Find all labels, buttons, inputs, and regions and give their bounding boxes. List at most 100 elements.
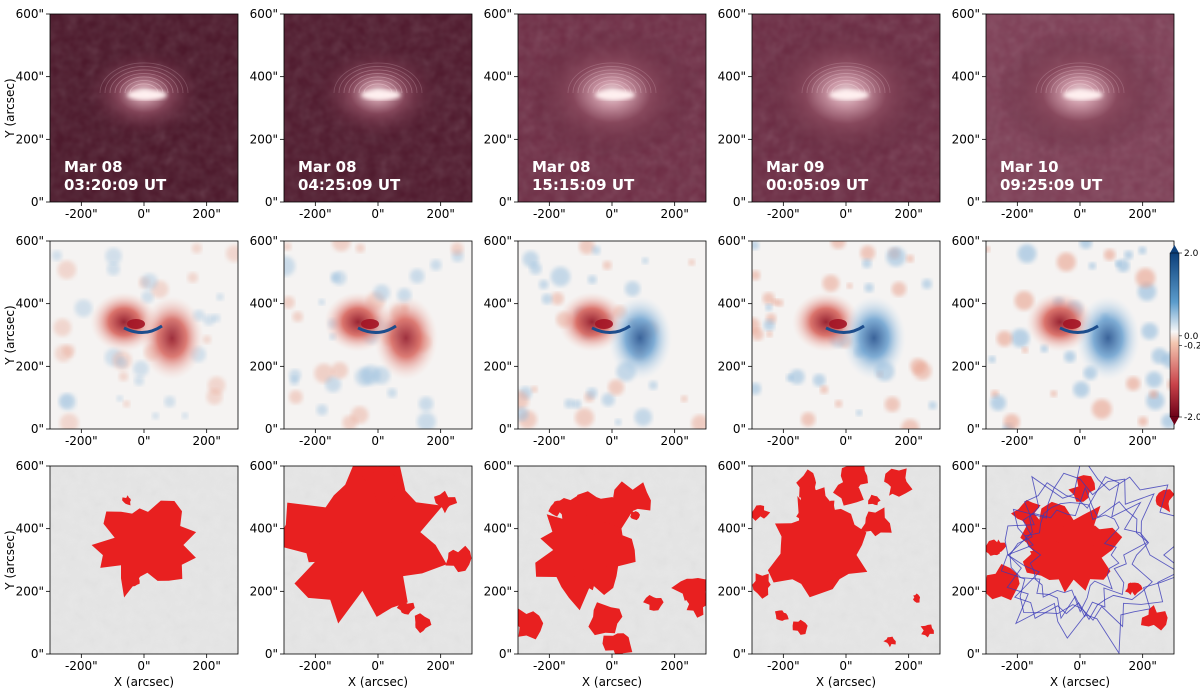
- ratio-speckle: [901, 419, 920, 429]
- ratio-speckle: [538, 279, 549, 290]
- ratio-speckle: [688, 258, 696, 266]
- ratio-speckle: [202, 335, 212, 344]
- y-tick-label: 200": [952, 584, 980, 598]
- ratio-speckle: [1126, 376, 1141, 391]
- x-tick-label: -200": [65, 434, 98, 448]
- y-tick-label: 200": [250, 584, 278, 598]
- euv-loop: [587, 76, 637, 93]
- x-tick-label: 0": [137, 207, 150, 221]
- euv-loop: [114, 73, 174, 93]
- mask-main-region: [1020, 501, 1123, 593]
- ratio-speckle: [187, 272, 199, 283]
- euv-loop: [806, 66, 886, 93]
- ratio-speckle: [292, 311, 304, 323]
- panel-r2-c2: [283, 240, 473, 430]
- ratio-dark-core: [829, 318, 847, 329]
- ratio-speckle: [54, 344, 73, 362]
- ratio-speckle: [765, 303, 773, 311]
- panel-time-label: 15:15:09 UT: [532, 176, 635, 194]
- ratio-speckle: [884, 396, 900, 412]
- mask-small-region: [574, 567, 597, 591]
- mask-small-region: [306, 531, 345, 567]
- mask-small-region: [792, 619, 808, 635]
- x-tick-label: 0": [605, 434, 618, 448]
- x-tick-label: 0": [839, 207, 852, 221]
- ratio-speckle: [106, 262, 120, 276]
- x-tick-label: 200": [894, 434, 922, 448]
- ratio-speckle: [74, 299, 93, 317]
- x-tick-label: 200": [894, 659, 922, 673]
- ratio-speckle: [355, 367, 374, 386]
- mask-small-region: [920, 624, 934, 638]
- ratio-speckle: [387, 388, 397, 398]
- panel-date-label: Mar 08: [298, 158, 357, 176]
- mask-small-region: [1068, 475, 1096, 502]
- colorbar-tick-label: -2.0: [1184, 413, 1200, 423]
- ratio-speckle: [518, 390, 529, 410]
- ratio-blue-channel: [123, 324, 163, 334]
- panel-r1-c1: [49, 13, 239, 203]
- x-tick-label: -200": [65, 207, 98, 221]
- panel-r1-c5: [985, 13, 1175, 203]
- ratio-speckle: [1056, 252, 1076, 272]
- ratio-speckle: [830, 241, 846, 250]
- ratio-speckle: [602, 260, 612, 270]
- y-tick-label: 400": [952, 522, 980, 536]
- panel-r3-c4: [751, 465, 941, 655]
- ratio-speckle: [116, 395, 124, 402]
- y-tick-label: 0": [733, 422, 746, 436]
- y-tick-label: 200": [16, 584, 44, 598]
- x-tick-label: 200": [192, 207, 220, 221]
- x-tick-label: 0": [137, 659, 150, 673]
- mask-small-region: [602, 633, 633, 654]
- y-tick-label: 400": [952, 297, 980, 311]
- ratio-speckle: [1138, 416, 1148, 427]
- euv-loop: [826, 80, 866, 93]
- euv-loop: [582, 73, 642, 93]
- y-tick-label: 0": [265, 195, 278, 209]
- ratio-speckle: [864, 282, 874, 293]
- ratio-speckle: [372, 366, 390, 385]
- panel-r2-c5: [985, 240, 1175, 430]
- y-tick-label: 600": [250, 459, 278, 473]
- ratio-speckle: [216, 293, 224, 301]
- ratio-speckle: [752, 382, 762, 395]
- ratio-speckle: [891, 281, 907, 297]
- x-tick-label: -200": [299, 659, 332, 673]
- ratio-speckle: [1014, 291, 1034, 311]
- euv-loop: [124, 80, 164, 93]
- euv-loop: [1055, 76, 1105, 93]
- ratio-speckle: [860, 245, 876, 261]
- ratio-dark-core: [1063, 318, 1081, 329]
- panel-time-label: 09:25:09 UT: [1000, 176, 1103, 194]
- x-axis-title: X (arcsec): [816, 675, 876, 688]
- euv-loop: [333, 62, 423, 93]
- ratio-speckle: [1141, 322, 1159, 340]
- y-tick-label: 400": [484, 297, 512, 311]
- x-tick-label: 200": [1128, 434, 1156, 448]
- euv-loop: [353, 76, 403, 93]
- y-tick-label: 600": [718, 234, 746, 248]
- y-tick-label: 400": [250, 70, 278, 84]
- euv-loop: [831, 83, 861, 93]
- y-tick-label: 400": [718, 70, 746, 84]
- y-tick-label: 0": [265, 422, 278, 436]
- y-axis-title: Y (arcsec): [3, 78, 17, 138]
- euv-loop: [358, 80, 398, 93]
- y-tick-label: 400": [16, 70, 44, 84]
- x-tick-label: 200": [894, 207, 922, 221]
- x-tick-label: 200": [426, 659, 454, 673]
- ratio-blue-channel: [357, 324, 397, 334]
- ratio-speckle: [325, 376, 342, 393]
- euv-loop: [572, 66, 652, 93]
- ratio-speckle: [928, 401, 937, 410]
- y-tick-label: 400": [484, 522, 512, 536]
- y-tick-label: 400": [718, 297, 746, 311]
- panel-r2-c1: [49, 240, 239, 430]
- euv-loop: [1045, 69, 1115, 93]
- ratio-speckle: [691, 414, 706, 429]
- y-tick-label: 0": [733, 195, 746, 209]
- euv-loop: [109, 69, 179, 93]
- ratio-speckle: [886, 246, 906, 267]
- y-tick-label: 200": [952, 132, 980, 146]
